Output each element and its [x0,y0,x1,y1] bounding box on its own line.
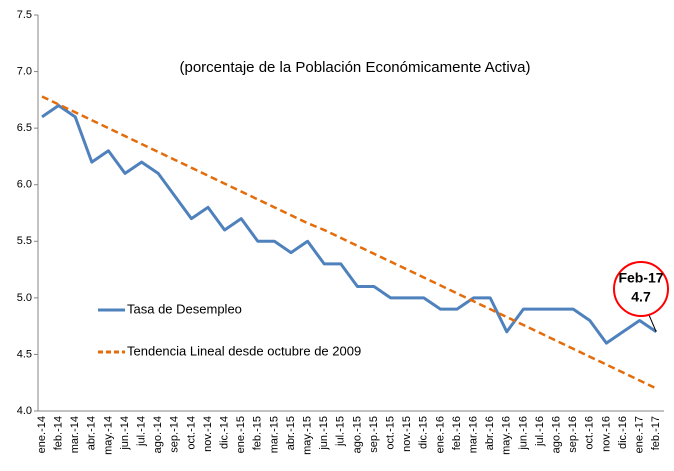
x-tick-label: ago.-15 [351,416,363,453]
series-line [41,104,658,345]
x-tick-label: ago.-14 [152,416,164,453]
x-tick-label: dic.-16 [617,416,629,449]
x-tick-label: may.-16 [501,416,513,455]
x-tick-label: ene.-14 [36,416,48,453]
x-tick-label: jul.-15 [335,416,347,447]
x-tick-label: nov.-16 [600,416,612,452]
x-tick-label: dic.-15 [418,416,430,449]
y-tick-label: 7.0 [17,65,32,77]
y-tick-label: 7.5 [17,9,32,21]
x-tick-label: abr.-14 [86,416,98,450]
x-tick-label: sep.-15 [368,416,380,453]
y-tick-label: 4.5 [17,348,32,360]
x-tick-label: ene.-17 [634,416,646,453]
chart-subtitle: (porcentaje de la Población Económicamen… [179,59,530,76]
x-tick-label: oct.-16 [584,416,596,450]
x-tick-label: mar.-16 [468,416,480,453]
x-tick-label: ene.-15 [235,416,247,453]
x-tick-label: jul.-14 [136,416,148,447]
x-tick-label: oct.-15 [385,416,397,450]
x-tick-label: abr.-16 [484,416,496,450]
y-tick-label: 5.0 [17,292,32,304]
callout-pointer [648,314,657,332]
callout-circle [613,261,669,317]
x-tick-label: may.-15 [302,416,314,455]
x-tick-label: jul.-16 [534,416,546,447]
x-tick-label: nov.-15 [401,416,413,452]
x-tick-label: mar.-14 [69,416,81,453]
x-tick-label: jun.-15 [318,416,330,451]
x-tick-label: jun.-16 [517,416,529,451]
x-tick-label: may.-14 [102,416,114,455]
x-tick-label: ene.-16 [434,416,446,453]
callout-value: 4.7 [631,289,651,305]
legend-label: Tendencia Lineal desde octubre de 2009 [127,343,361,358]
y-tick-label: 4.0 [17,405,32,417]
x-tick-label: sep.-14 [169,416,181,453]
y-tick-label: 6.0 [17,179,32,191]
x-tick-label: ago.-16 [551,416,563,453]
legend-label: Tasa de Desempleo [127,301,242,316]
x-tick-label: feb.-15 [252,416,264,450]
x-tick-label: feb.-14 [53,416,65,450]
callout-label: Feb-17 [618,270,663,286]
x-tick-label: feb.-16 [451,416,463,450]
x-tick-label: dic.-14 [219,416,231,449]
x-tick-label: jun.-14 [119,416,131,451]
series-line [41,95,657,390]
x-tick-label: feb.-17 [650,416,662,450]
y-tick-label: 6.5 [17,122,32,134]
x-tick-label: sep.-16 [567,416,579,453]
x-tick-label: mar.-15 [268,416,280,453]
x-tick-label: abr.-15 [285,416,297,450]
x-tick-label: oct.-14 [185,416,197,450]
y-tick-label: 5.5 [17,235,32,247]
x-tick-label: nov.-14 [202,416,214,452]
